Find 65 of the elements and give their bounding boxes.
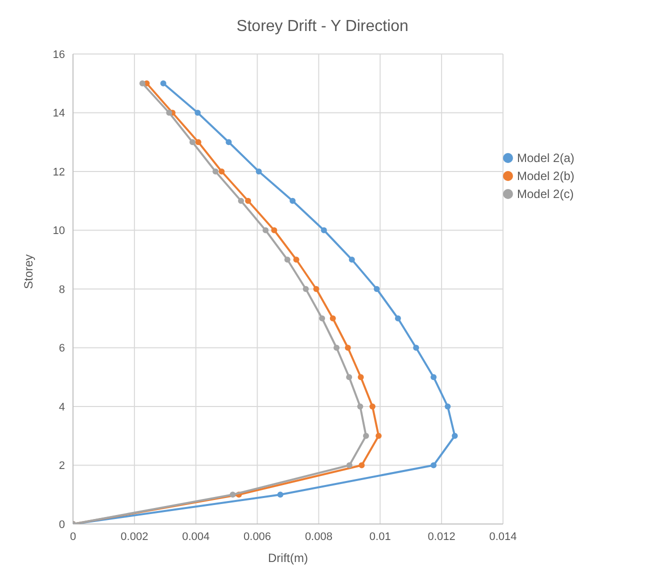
point <box>358 462 365 468</box>
point <box>444 404 451 410</box>
point <box>394 315 401 322</box>
point <box>277 492 284 498</box>
point <box>293 256 300 263</box>
x-tick-label: 0.006 <box>244 530 272 543</box>
point <box>284 256 290 263</box>
point <box>226 139 232 146</box>
point <box>166 110 172 116</box>
y-tick-label: 6 <box>58 342 65 355</box>
point <box>194 110 201 116</box>
point <box>160 80 166 86</box>
y-tick-label: 4 <box>58 401 65 414</box>
point <box>319 315 326 322</box>
point <box>430 462 437 468</box>
point <box>139 80 146 86</box>
point <box>212 168 219 174</box>
x-tick-label: 0.01 <box>369 530 391 543</box>
x-tick-label: 0.008 <box>304 530 332 543</box>
point <box>430 374 437 380</box>
point <box>369 404 376 410</box>
point <box>363 432 370 439</box>
point <box>313 286 320 292</box>
legend-label: Model 2(b) <box>517 169 574 183</box>
point <box>302 286 309 292</box>
point <box>320 227 327 234</box>
x-tick-label: 0 <box>70 530 76 543</box>
y-tick-label: 14 <box>52 108 65 120</box>
point <box>374 286 380 292</box>
y-tick-label: 0 <box>58 518 65 531</box>
point <box>256 168 262 174</box>
point <box>452 432 458 439</box>
x-tick-label: 0.002 <box>120 530 148 543</box>
y-tick-label: 2 <box>58 460 65 472</box>
x-tick-label: 0.004 <box>182 530 210 543</box>
point <box>290 198 296 204</box>
point <box>334 344 340 351</box>
point <box>230 492 236 498</box>
y-tick-label: 12 <box>52 166 65 178</box>
x-axis-title: Drift(m) <box>268 551 308 565</box>
point <box>357 404 364 410</box>
point <box>262 227 269 234</box>
point <box>245 198 252 204</box>
point <box>376 432 382 439</box>
chart-title: Storey Drift - Y Direction <box>236 17 410 37</box>
point <box>330 315 336 322</box>
point <box>218 168 225 174</box>
point <box>346 462 352 468</box>
point <box>344 344 351 351</box>
legend-label: Model 2(a) <box>517 151 574 165</box>
point <box>189 139 196 146</box>
x-tick-label: 0.012 <box>428 530 456 543</box>
point <box>195 139 202 146</box>
point <box>413 344 420 351</box>
y-tick-label: 10 <box>52 225 65 238</box>
x-tick-label: 0.014 <box>489 530 517 543</box>
y-tick-label: 16 <box>52 48 65 61</box>
legend-label: Model 2(c) <box>517 187 574 201</box>
point <box>346 374 352 380</box>
point <box>238 198 244 204</box>
y-axis-title: Storey <box>21 254 36 289</box>
y-tick-label: 8 <box>58 284 65 296</box>
point <box>348 256 355 263</box>
point <box>271 227 278 234</box>
point <box>358 374 364 380</box>
